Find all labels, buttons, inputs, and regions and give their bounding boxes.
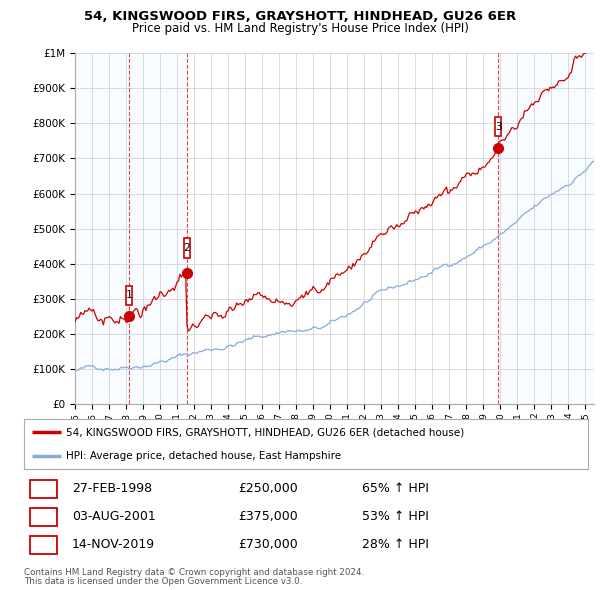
Text: 03-AUG-2001: 03-AUG-2001 bbox=[72, 510, 155, 523]
FancyBboxPatch shape bbox=[29, 536, 57, 553]
Text: 14-NOV-2019: 14-NOV-2019 bbox=[72, 538, 155, 551]
Text: Contains HM Land Registry data © Crown copyright and database right 2024.: Contains HM Land Registry data © Crown c… bbox=[24, 568, 364, 576]
Text: 65% ↑ HPI: 65% ↑ HPI bbox=[362, 483, 429, 496]
Bar bbox=[498, 53, 594, 404]
Text: HPI: Average price, detached house, East Hampshire: HPI: Average price, detached house, East… bbox=[66, 451, 341, 461]
Text: 1: 1 bbox=[39, 483, 47, 496]
Text: 2: 2 bbox=[39, 510, 47, 523]
Text: 54, KINGSWOOD FIRS, GRAYSHOTT, HINDHEAD, GU26 6ER (detached house): 54, KINGSWOOD FIRS, GRAYSHOTT, HINDHEAD,… bbox=[66, 427, 464, 437]
Text: 3: 3 bbox=[39, 538, 47, 551]
Bar bbox=[75, 53, 128, 404]
FancyBboxPatch shape bbox=[29, 508, 57, 526]
FancyBboxPatch shape bbox=[29, 480, 57, 497]
Text: £250,000: £250,000 bbox=[238, 483, 298, 496]
Text: 3: 3 bbox=[495, 122, 502, 132]
Bar bbox=[128, 53, 187, 404]
FancyBboxPatch shape bbox=[125, 286, 131, 305]
Text: 28% ↑ HPI: 28% ↑ HPI bbox=[362, 538, 429, 551]
Text: £375,000: £375,000 bbox=[238, 510, 298, 523]
Text: 54, KINGSWOOD FIRS, GRAYSHOTT, HINDHEAD, GU26 6ER: 54, KINGSWOOD FIRS, GRAYSHOTT, HINDHEAD,… bbox=[84, 10, 516, 23]
FancyBboxPatch shape bbox=[495, 117, 501, 136]
Text: 1: 1 bbox=[125, 290, 132, 300]
FancyBboxPatch shape bbox=[184, 238, 190, 258]
Text: This data is licensed under the Open Government Licence v3.0.: This data is licensed under the Open Gov… bbox=[24, 577, 302, 586]
Text: 27-FEB-1998: 27-FEB-1998 bbox=[72, 483, 152, 496]
Text: 53% ↑ HPI: 53% ↑ HPI bbox=[362, 510, 429, 523]
Text: £730,000: £730,000 bbox=[238, 538, 298, 551]
Text: Price paid vs. HM Land Registry's House Price Index (HPI): Price paid vs. HM Land Registry's House … bbox=[131, 22, 469, 35]
Text: 2: 2 bbox=[184, 243, 190, 253]
